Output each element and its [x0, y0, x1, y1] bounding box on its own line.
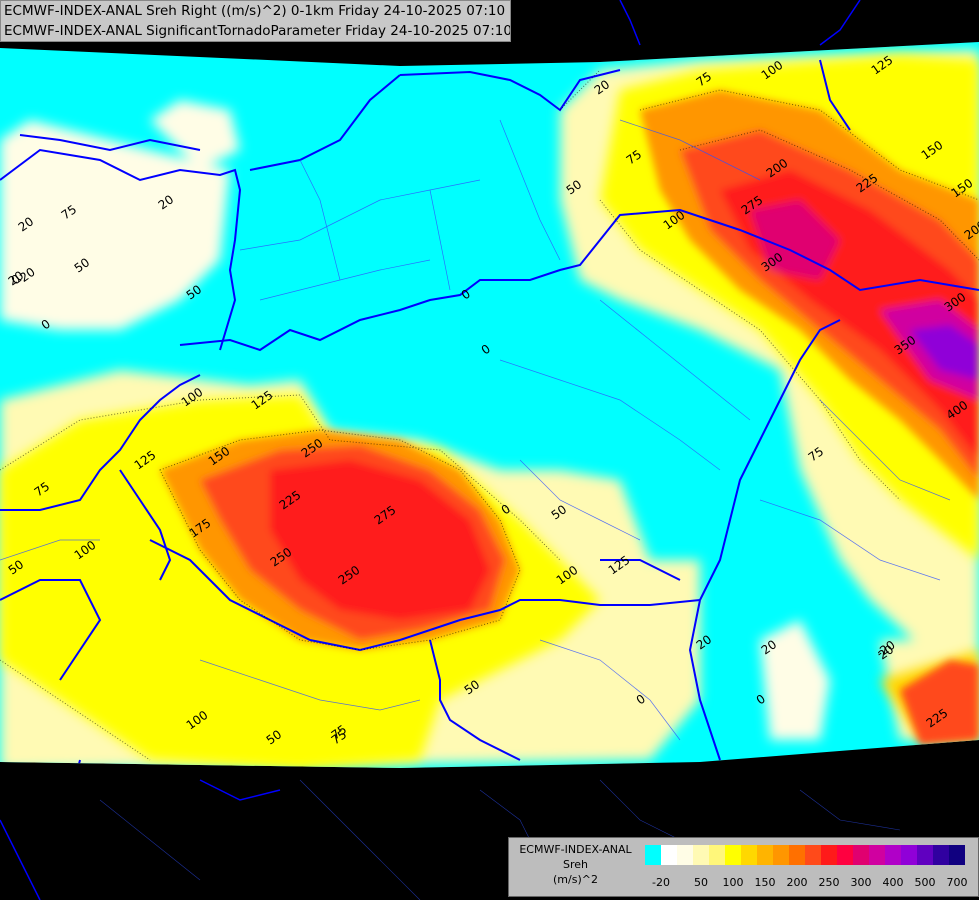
legend-swatch	[917, 845, 933, 865]
map-title-line2: ECMWF-INDEX-ANAL SignificantTornadoParam…	[4, 23, 510, 39]
legend-swatch	[805, 845, 821, 865]
legend-swatch	[789, 845, 805, 865]
legend-tick-label: 50	[694, 876, 708, 889]
legend-title-line1: ECMWF-INDEX-ANAL	[519, 843, 632, 856]
map-title-box: ECMWF-INDEX-ANAL Sreh Right ((m/s)^2) 0-…	[0, 0, 511, 42]
legend-swatch	[661, 845, 677, 865]
legend-swatch	[773, 845, 789, 865]
region-borders	[0, 119, 951, 741]
legend-swatch	[901, 845, 917, 865]
legend-swatch	[693, 845, 709, 865]
legend-tick-label: -20	[652, 876, 670, 889]
color-legend: ECMWF-INDEX-ANAL Sreh (m/s)^2 -20 50 100 15…	[508, 837, 979, 897]
contour-lines	[0, 69, 979, 761]
legend-ticks: -20 50 100 150 200 250 300 400 500 700	[645, 876, 975, 890]
legend-swatch	[933, 845, 949, 865]
legend-swatch	[821, 845, 837, 865]
legend-swatch	[757, 845, 773, 865]
legend-swatch	[645, 845, 661, 865]
legend-swatch	[885, 845, 901, 865]
legend-tick-label: 200	[786, 876, 808, 889]
legend-title-line3: (m/s)^2	[553, 873, 598, 886]
legend-tick-label: 700	[946, 876, 968, 889]
legend-title-line2: Sreh	[562, 858, 588, 871]
legend-swatch	[853, 845, 869, 865]
high-values-region	[160, 90, 979, 745]
legend-swatch	[869, 845, 885, 865]
outside-borders	[0, 0, 861, 900]
map-title-line1: ECMWF-INDEX-ANAL Sreh Right ((m/s)^2) 0-…	[4, 3, 506, 19]
legend-tick-label: 300	[850, 876, 872, 889]
legend-swatch	[709, 845, 725, 865]
legend-tick-label: 250	[818, 876, 840, 889]
legend-tick-label: 100	[722, 876, 744, 889]
legend-swatch	[741, 845, 757, 865]
legend-swatch	[677, 845, 693, 865]
legend-title: ECMWF-INDEX-ANAL Sreh (m/s)^2	[509, 842, 642, 887]
legend-swatch	[725, 845, 741, 865]
legend-tick-label: 400	[882, 876, 904, 889]
country-borders	[0, 59, 979, 768]
legend-tick-label: 150	[754, 876, 776, 889]
legend-tick-label: 500	[914, 876, 936, 889]
legend-color-bar	[645, 845, 965, 865]
legend-swatch	[837, 845, 853, 865]
legend-swatch	[949, 845, 965, 865]
